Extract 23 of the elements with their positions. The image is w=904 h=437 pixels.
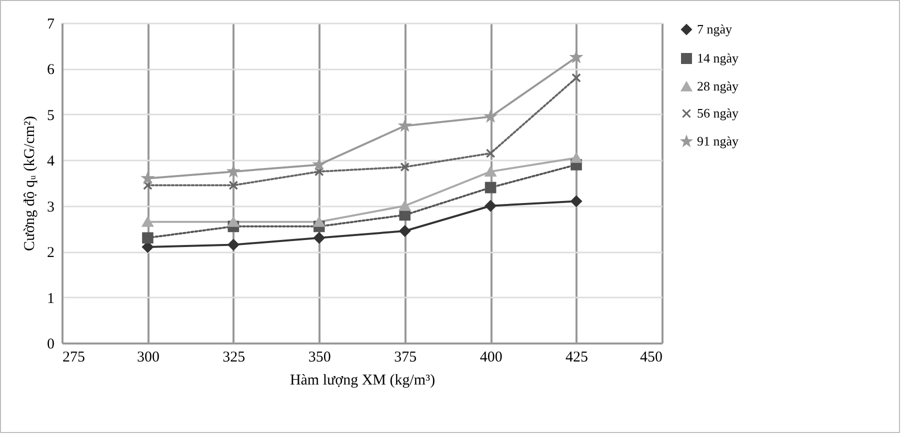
y-axis-title: Cường độ qᵤ (kG/cm²) bbox=[22, 116, 38, 252]
x-tick-label: 450 bbox=[640, 350, 662, 366]
y-tick-label: 0 bbox=[47, 336, 54, 352]
y-tick-label: 5 bbox=[47, 108, 54, 124]
y-tick-label: 2 bbox=[47, 245, 54, 262]
x-axis-title: Hàm lượng XM (kg/m³) bbox=[290, 372, 436, 388]
legend-label: 91 ngày bbox=[697, 134, 740, 148]
x-tick-label: 300 bbox=[136, 350, 160, 366]
y-tick-label: 3 bbox=[47, 199, 54, 216]
y-tick-label: 1 bbox=[47, 290, 54, 307]
x-tick-label: 375 bbox=[394, 350, 417, 366]
x-tick-label: 425 bbox=[566, 350, 588, 366]
x-tick-label: 350 bbox=[308, 350, 331, 366]
x-tick-label: 400 bbox=[480, 350, 502, 366]
legend-label: 28 ngày bbox=[697, 78, 740, 94]
legend-label: 14 ngày bbox=[697, 50, 740, 66]
y-tick-label: 4 bbox=[47, 154, 55, 170]
x-tick-label: 325 bbox=[222, 350, 246, 366]
y-tick-label: 7 bbox=[47, 16, 55, 32]
x-tick-label: 275 bbox=[62, 350, 85, 366]
legend-label: 7 ngày bbox=[697, 22, 733, 36]
y-tick-label: 6 bbox=[47, 62, 55, 78]
legend-label: 56 ngày bbox=[697, 106, 740, 120]
